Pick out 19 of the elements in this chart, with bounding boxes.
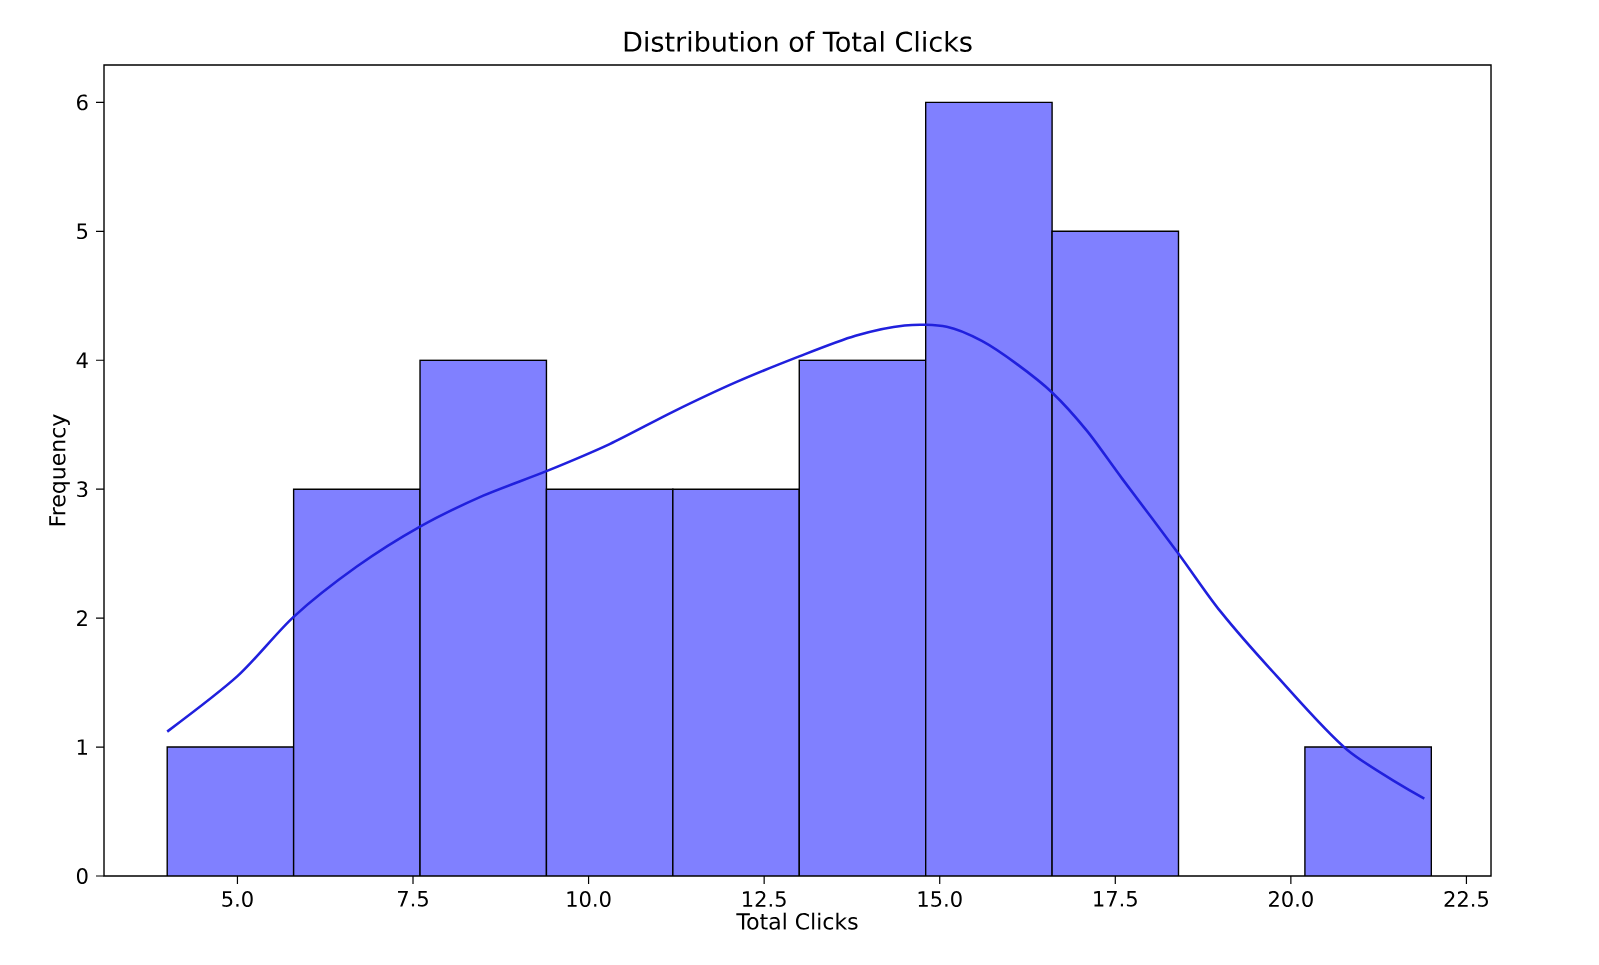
line-series [165,323,1426,800]
x-tick-label: 10.0 [567,891,611,907]
y-tick-label: 3 [77,481,88,498]
x-tick-label: 12.5 [743,891,786,907]
x-tick-label: 5.0 [222,891,253,907]
x-tick-label: 20.0 [1269,891,1313,907]
y-tick-label: 1 [77,739,87,755]
x-tick-label: 22.5 [1444,891,1488,907]
x-tick-label: 15.0 [918,891,962,907]
y-tick-label: 2 [77,610,87,626]
x-axis-title: Total Clicks [736,912,858,930]
chart-title: Distribution of Total Clicks [624,31,972,52]
y-tick-label: 0 [76,868,88,884]
x-tick-label: 17.5 [1094,891,1137,907]
y-axis-title: Frequency [49,414,70,526]
x-tick-label: 7.5 [398,891,428,907]
y-tick-label: 6 [77,94,88,111]
y-tick-label: 5 [77,223,88,240]
y-tick-label: 4 [76,352,88,368]
